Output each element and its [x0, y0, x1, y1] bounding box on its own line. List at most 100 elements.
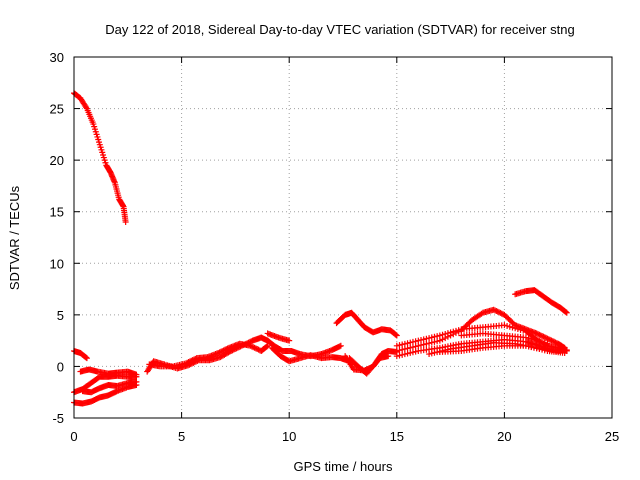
data-point: [221, 346, 228, 353]
x-tick-label: 5: [178, 429, 185, 444]
data-point: [393, 342, 400, 349]
data-point: [539, 339, 546, 346]
data-point: [428, 350, 435, 357]
data-point: [530, 344, 537, 351]
data-point: [393, 332, 400, 339]
data-point: [216, 349, 223, 356]
data-points: [71, 90, 570, 407]
data-point: [442, 330, 449, 337]
data-point: [434, 338, 441, 345]
data-point: [254, 346, 261, 353]
data-point: [415, 337, 422, 344]
data-point: [447, 329, 454, 336]
data-point: [407, 349, 414, 356]
y-tick-label: 5: [57, 308, 64, 323]
data-point: [541, 334, 548, 341]
data-point: [539, 346, 546, 353]
data-point: [530, 336, 537, 343]
data-point: [423, 335, 430, 342]
data-point: [428, 339, 435, 346]
data-point: [541, 347, 548, 354]
x-tick-label: 15: [390, 429, 404, 444]
y-tick-label: 20: [50, 153, 64, 168]
data-point: [439, 331, 446, 338]
grid: [74, 57, 612, 418]
data-point: [184, 359, 191, 366]
data-point: [396, 352, 403, 359]
data-point: [431, 349, 438, 356]
data-point: [247, 342, 254, 349]
data-point: [415, 342, 422, 349]
data-point: [409, 338, 416, 345]
data-point: [536, 338, 543, 345]
y-tick-label: -5: [52, 411, 64, 426]
data-point: [533, 345, 540, 352]
data-point: [506, 323, 513, 330]
data-point: [392, 331, 399, 338]
data-point: [220, 347, 227, 354]
data-point: [418, 342, 425, 349]
x-axis-label: GPS time / hours: [294, 459, 393, 474]
data-point: [385, 353, 392, 360]
data-point: [431, 333, 438, 340]
data-point: [509, 324, 516, 331]
y-tick-label: 25: [50, 102, 64, 117]
data-point: [409, 344, 416, 351]
data-point: [412, 343, 419, 350]
data-point: [490, 306, 497, 313]
data-point: [547, 336, 554, 343]
data-point: [514, 326, 521, 333]
data-point: [252, 345, 259, 352]
data-point: [190, 356, 197, 363]
data-point: [420, 336, 427, 343]
data-point: [286, 337, 293, 344]
data-point: [540, 333, 547, 340]
data-point: [188, 357, 195, 364]
data-point: [497, 309, 504, 316]
data-point: [217, 348, 224, 355]
data-point: [533, 337, 540, 344]
x-tick-label: 0: [70, 429, 77, 444]
data-point: [493, 307, 500, 314]
data-point: [404, 345, 411, 352]
data-point: [426, 351, 433, 358]
data-point: [263, 343, 270, 350]
data-point: [536, 346, 543, 353]
data-point: [407, 344, 414, 351]
data-point: [563, 309, 570, 316]
axis-ticks: 0 5 10 15 20 25 -5 0 5 10 15 20 25 30: [50, 50, 620, 444]
data-point: [219, 348, 226, 355]
data-point: [186, 358, 193, 365]
data-point: [393, 353, 400, 360]
data-point: [426, 335, 433, 342]
data-point: [517, 326, 524, 333]
data-point: [533, 330, 540, 337]
data-point: [504, 322, 511, 329]
data-point: [543, 334, 550, 341]
data-point: [452, 327, 459, 334]
data-point: [401, 340, 408, 347]
data-point: [528, 336, 535, 343]
data-point: [520, 327, 527, 334]
data-point: [426, 340, 433, 347]
data-point: [192, 355, 199, 362]
data-point: [264, 342, 271, 349]
data-point: [450, 328, 457, 335]
data-point: [224, 345, 231, 352]
data-point: [491, 307, 498, 314]
data-point: [250, 344, 257, 351]
data-point: [444, 330, 451, 337]
data-point: [528, 344, 535, 351]
data-point: [189, 357, 196, 364]
data-point: [544, 340, 551, 347]
data-point: [399, 351, 406, 358]
data-point: [251, 344, 258, 351]
data-point: [496, 309, 503, 316]
data-point: [401, 351, 408, 358]
data-point: [563, 309, 570, 316]
data-point: [525, 343, 532, 350]
y-tick-label: 30: [50, 50, 64, 65]
data-point: [407, 339, 414, 346]
y-tick-label: 0: [57, 359, 64, 374]
